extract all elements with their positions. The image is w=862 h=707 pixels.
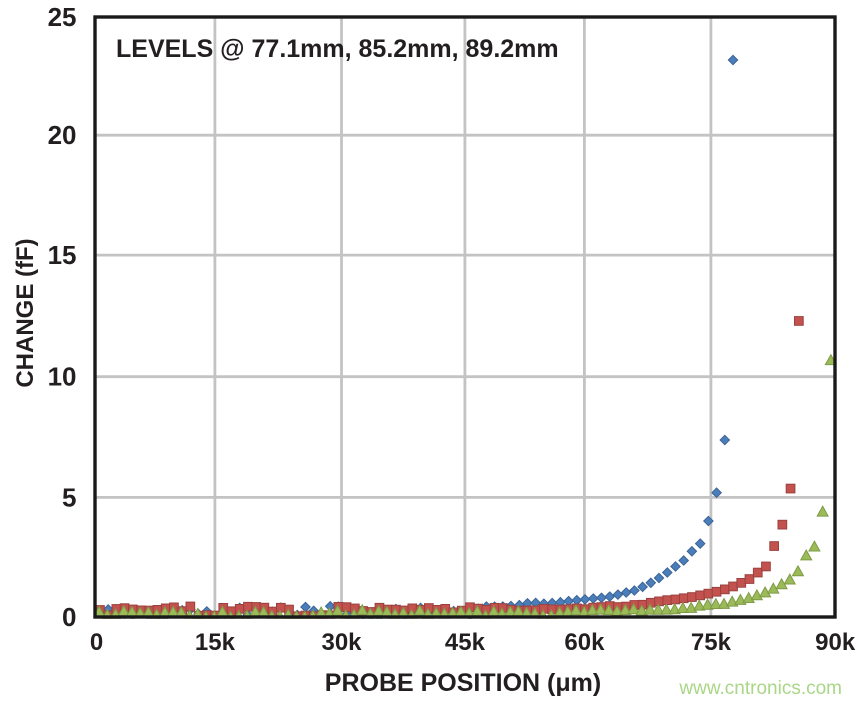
svg-text:30k: 30k — [321, 629, 362, 656]
svg-text:20: 20 — [48, 120, 77, 150]
svg-text:0: 0 — [62, 602, 76, 632]
svg-text:75k: 75k — [691, 629, 732, 656]
svg-text:15: 15 — [48, 240, 77, 270]
svg-text:LEVELS @ 77.1mm, 85.2mm, 89.2m: LEVELS @ 77.1mm, 85.2mm, 89.2mm — [116, 35, 559, 63]
svg-text:www.cntronics.com: www.cntronics.com — [678, 678, 842, 699]
svg-text:25: 25 — [48, 2, 77, 32]
svg-text:PROBE POSITION (μm): PROBE POSITION (μm) — [325, 669, 601, 697]
svg-text:15k: 15k — [195, 629, 236, 656]
svg-text:60k: 60k — [564, 629, 605, 656]
svg-text:90k: 90k — [815, 629, 856, 656]
svg-text:5: 5 — [62, 482, 76, 512]
svg-text:0: 0 — [90, 629, 103, 656]
svg-text:10: 10 — [48, 362, 77, 392]
svg-text:45k: 45k — [445, 629, 486, 656]
svg-text:CHANGE (fF): CHANGE (fF) — [12, 238, 39, 387]
